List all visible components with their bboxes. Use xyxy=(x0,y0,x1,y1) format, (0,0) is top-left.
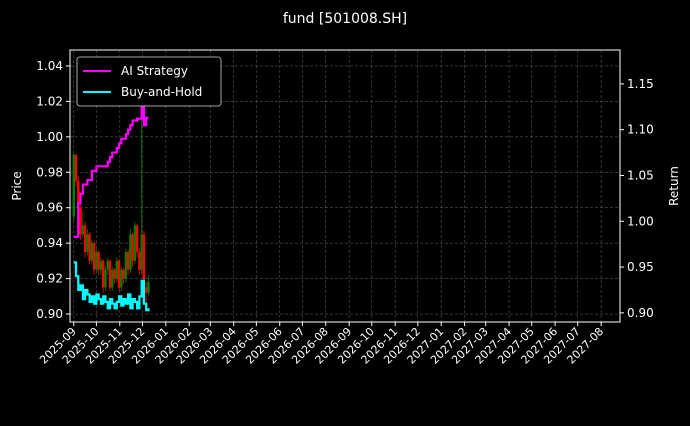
y-tick-label: 0.94 xyxy=(36,236,63,250)
candle-body xyxy=(131,234,134,261)
y-tick-label: 1.04 xyxy=(36,59,63,73)
candle-body xyxy=(106,260,109,270)
candle-body xyxy=(90,243,94,261)
candle-body xyxy=(95,252,98,270)
candle-body xyxy=(147,282,150,293)
candle-body xyxy=(113,269,116,279)
candle-body xyxy=(79,207,82,235)
y-axis-right-label: Return xyxy=(667,166,681,206)
candle-body xyxy=(120,269,123,288)
candle-body xyxy=(101,260,105,288)
candle-body xyxy=(140,234,143,270)
candle-body xyxy=(99,260,103,270)
y-tick-label: 0.96 xyxy=(36,201,63,215)
candle-body xyxy=(108,260,112,288)
candle-body xyxy=(77,181,80,208)
candles xyxy=(72,119,150,311)
candle-body xyxy=(104,269,107,288)
y-tick-label: 0.98 xyxy=(36,165,63,179)
candle-body xyxy=(133,225,137,261)
candle-body xyxy=(126,252,130,270)
legend: AI Strategy Buy-and-Hold xyxy=(76,56,222,107)
candle-body xyxy=(86,234,89,253)
candle-body xyxy=(138,252,141,270)
candle-body xyxy=(92,243,96,270)
candle-body xyxy=(88,234,91,261)
series-lines xyxy=(73,105,150,312)
y-tick-label: 0.92 xyxy=(36,272,63,286)
y-tick-label: 1.00 xyxy=(36,130,63,144)
series-line-buy-and-hold xyxy=(73,261,150,312)
candle-body xyxy=(97,252,100,270)
candle-body xyxy=(122,269,125,279)
legend-label-ai-strategy: AI Strategy xyxy=(121,64,188,78)
candle-body xyxy=(74,154,78,182)
y-right-tick-label: 1.10 xyxy=(627,123,654,137)
series-line-ai-strategy xyxy=(73,105,149,238)
candle-body xyxy=(145,287,148,293)
candle-body xyxy=(115,260,118,279)
candle-body xyxy=(124,252,128,279)
chart-title: fund [501008.SH] xyxy=(283,11,407,27)
y-axis-label: Price xyxy=(10,171,24,200)
y-right-tick-label: 0.90 xyxy=(627,306,654,320)
candle-body xyxy=(72,154,75,217)
candle-body xyxy=(117,260,121,288)
candle-body xyxy=(129,234,132,270)
y-right-tick-label: 1.00 xyxy=(627,214,654,228)
y-tick-label: 1.02 xyxy=(36,94,63,108)
y-right-tick-label: 1.05 xyxy=(627,168,654,182)
y-tick-label: 0.90 xyxy=(36,307,63,321)
candle-body xyxy=(83,225,87,253)
plot-frame xyxy=(69,49,621,323)
candle-body xyxy=(135,225,139,253)
legend-label-buy-and-hold: Buy-and-Hold xyxy=(121,85,202,99)
y-right-tick-label: 1.15 xyxy=(627,77,654,91)
x-axis: 2025-092025-102025-112025-122026-012026-… xyxy=(37,322,606,367)
candle-body xyxy=(142,234,146,288)
y-axis: 0.90 0.92 0.94 0.96 0.98 1.00 1.02 1.04 xyxy=(36,59,70,321)
y-right-tick-label: 0.95 xyxy=(627,260,654,274)
y-axis-right: 0.90 0.95 1.00 1.05 1.10 1.15 xyxy=(620,77,654,320)
candle-body xyxy=(81,225,85,235)
candle-body xyxy=(111,269,114,288)
